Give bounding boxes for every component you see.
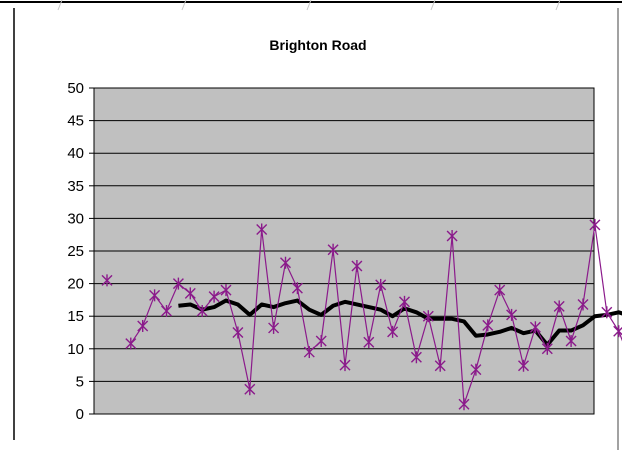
star-point <box>161 304 172 317</box>
y-tick-label: 10 <box>67 341 84 358</box>
star-point <box>125 337 137 350</box>
y-tick-label: 40 <box>67 145 84 162</box>
star-point <box>399 295 410 308</box>
star-point <box>387 325 399 338</box>
star-point <box>529 321 541 334</box>
star-point <box>327 243 339 256</box>
star-point <box>268 321 280 334</box>
star-point <box>244 383 256 396</box>
y-tick-label: 35 <box>67 178 84 195</box>
data-series <box>101 218 622 411</box>
star-point <box>149 289 161 302</box>
star-point <box>339 359 351 372</box>
star-point <box>482 319 494 332</box>
y-tick-label: 50 <box>67 80 84 97</box>
star-point <box>172 277 184 290</box>
star-point <box>470 363 482 376</box>
star-point <box>208 290 220 303</box>
star-point <box>613 325 622 338</box>
sheet-column-ticks <box>57 0 561 11</box>
star-point <box>518 359 529 372</box>
star-point <box>434 359 446 372</box>
y-axis: 0 5 10 15 20 25 30 35 40 45 50 <box>67 80 95 423</box>
y-tick-label: 45 <box>67 113 84 130</box>
y-tick-label: 5 <box>76 373 84 390</box>
y-tick-label: 30 <box>67 210 84 227</box>
star-point <box>184 287 196 300</box>
star-point <box>196 304 208 317</box>
y-tick-label: 0 <box>76 406 84 423</box>
y-tick-label: 25 <box>67 243 84 260</box>
star-point <box>375 278 387 291</box>
star-point <box>303 346 315 359</box>
star-point <box>446 230 458 243</box>
star-point <box>589 218 601 231</box>
star-point <box>553 300 565 313</box>
star-point <box>363 336 375 349</box>
star-point <box>541 342 553 355</box>
star-point <box>565 334 577 347</box>
star-point <box>137 319 149 332</box>
star-point <box>458 398 470 411</box>
star-point <box>232 326 244 339</box>
star-point <box>351 259 363 272</box>
star-point <box>220 284 232 297</box>
star-point <box>506 308 518 321</box>
star-point <box>410 351 422 364</box>
star-point <box>577 298 589 311</box>
chart-title: Brighton Road <box>269 37 366 53</box>
star-point <box>280 256 291 269</box>
star-point <box>315 334 327 347</box>
star-point <box>601 306 613 319</box>
gridlines <box>94 87 594 382</box>
star-point <box>101 274 113 287</box>
star-point <box>422 310 434 323</box>
star-point <box>494 284 506 297</box>
y-tick-label: 15 <box>67 308 84 325</box>
star-point <box>256 223 268 236</box>
star-point <box>291 282 303 295</box>
y-tick-label: 20 <box>67 276 84 293</box>
